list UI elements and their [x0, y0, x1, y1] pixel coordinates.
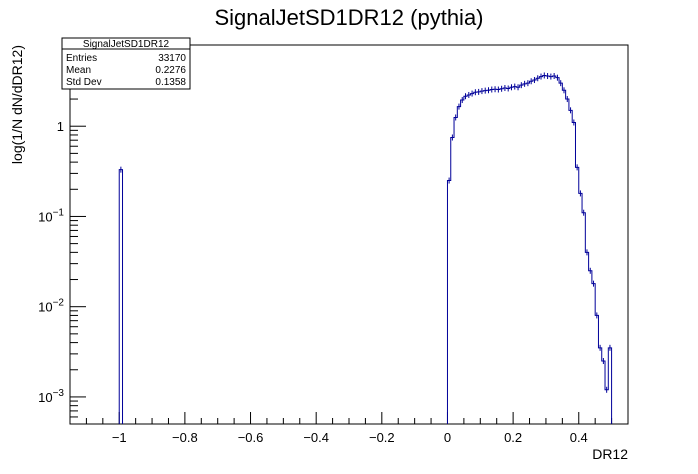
chart-title: SignalJetSD1DR12 (pythia)	[214, 5, 483, 30]
histogram-step-line	[446, 74, 613, 424]
stats-mean-label: Mean	[66, 65, 91, 76]
x-axis-label: DR12	[592, 446, 628, 462]
y-tick-labels: 10−3 10−2 10−1 1	[38, 119, 64, 405]
y-tick-label: 10−3	[38, 388, 64, 405]
x-tick-label: −0.4	[303, 430, 329, 445]
x-tick-label: −1	[112, 430, 127, 445]
y-tick-label: 10−1	[38, 207, 64, 224]
stats-box: SignalJetSD1DR12 Entries 33170 Mean 0.22…	[61, 37, 191, 90]
histogram-bars	[118, 72, 613, 424]
stats-mean-value: 0.2276	[155, 65, 186, 76]
x-tick-label: 0	[444, 430, 451, 445]
x-tick-label: −0.2	[369, 430, 395, 445]
x-tick-label: 0.2	[504, 430, 522, 445]
x-tick-label: −0.6	[238, 430, 264, 445]
stats-stddev-value: 0.1358	[155, 77, 186, 88]
stats-title: SignalJetSD1DR12	[83, 39, 170, 50]
histogram-step-line	[118, 169, 124, 424]
stats-entries-label: Entries	[66, 53, 97, 64]
x-tick-label: −0.8	[172, 430, 198, 445]
plot-frame	[69, 44, 629, 425]
y-axis-label: log(1/N dN/dDR12)	[9, 45, 25, 164]
y-tick-label: 1	[57, 119, 64, 134]
stats-stddev-label: Std Dev	[66, 77, 102, 88]
x-tick-label: 0.4	[570, 430, 588, 445]
x-tick-labels: −1 −0.8 −0.6 −0.4 −0.2 0 0.2 0.4	[112, 430, 588, 445]
y-tick-label: 10−2	[38, 298, 64, 315]
stats-entries-value: 33170	[158, 53, 186, 64]
axis-ticks	[69, 49, 629, 424]
